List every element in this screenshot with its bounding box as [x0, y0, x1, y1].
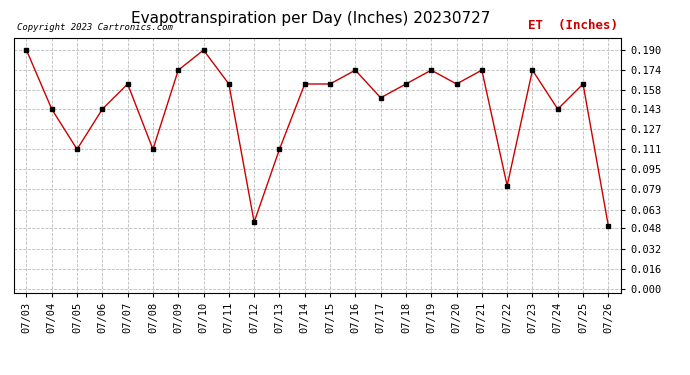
Text: ET  (Inches): ET (Inches) [528, 20, 618, 32]
Text: Copyright 2023 Cartronics.com: Copyright 2023 Cartronics.com [17, 23, 172, 32]
Text: Evapotranspiration per Day (Inches) 20230727: Evapotranspiration per Day (Inches) 2023… [131, 11, 490, 26]
